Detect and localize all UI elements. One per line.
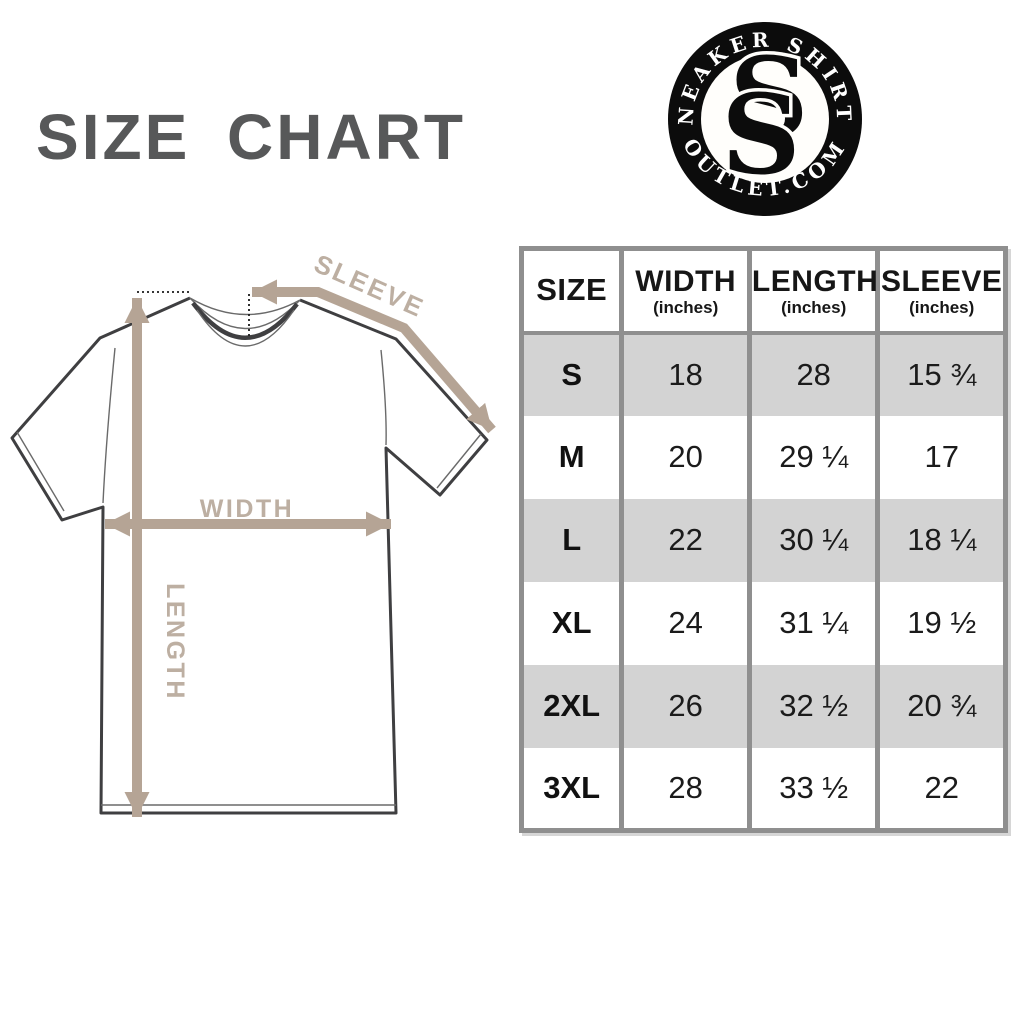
size-row-2xl: 2XL 26 32 ½ 20 ¾ (521, 664, 1006, 748)
header-length: LENGTH (inches) (746, 248, 878, 335)
size-row-xl: XL 24 31 ¼ 19 ½ (522, 581, 1006, 665)
length-value: 32 ½ (746, 664, 878, 748)
page-title: SIZE CHART (36, 101, 466, 173)
header-width: WIDTH (inches) (619, 248, 750, 335)
width-value: 28 (619, 747, 750, 831)
header-size: SIZE (521, 248, 622, 335)
size-row-l: L 22 30 ¼ 18 ¼ (521, 498, 1006, 582)
logo-monogram-s-top: S (729, 33, 808, 162)
width-value: 26 (619, 664, 750, 748)
sleeve-value: 20 ¾ (875, 664, 1006, 748)
length-value: 31 ¼ (746, 581, 878, 665)
size-table: SIZE WIDTH (inches) LENGTH (inches) SLEE… (519, 246, 1008, 833)
length-value: 28 (746, 332, 878, 416)
width-value: 24 (619, 581, 750, 665)
width-value: 22 (619, 498, 750, 582)
tshirt-diagram: WIDTH LENGTH SLEEVE (10, 248, 496, 817)
length-value: 30 ¼ (746, 498, 878, 582)
size-value: XL (551, 605, 592, 640)
size-value: L (521, 498, 622, 582)
size-value: M (558, 439, 585, 474)
left-body-seam (102, 347, 116, 504)
width-label: WIDTH (200, 495, 294, 523)
sleeve-arrow (252, 279, 496, 434)
sleeve-value: 18 ¼ (875, 498, 1006, 582)
right-cuff-seam (436, 433, 482, 489)
width-value: 18 (619, 332, 750, 416)
length-value: 33 ½ (746, 747, 878, 831)
length-value: 29 ¼ (746, 415, 878, 499)
brand-logo: SNEAKER SHIRTS OUTLET.COM S S (662, 16, 862, 216)
size-value: 3XL (543, 769, 601, 805)
width-value: 20 (619, 415, 750, 499)
header-sleeve: SLEEVE (inches) (875, 248, 1006, 335)
sleeve-value: 17 (875, 415, 1006, 499)
size-table-header-row: SIZE WIDTH (inches) LENGTH (inches) SLEE… (521, 248, 1006, 335)
logo-monogram-s-bottom: S (721, 70, 800, 199)
logo-inner-circle (701, 55, 829, 183)
sleeve-value: 22 (875, 747, 1006, 831)
size-value: 2XL (521, 664, 622, 748)
sleeve-value: 15 ¾ (875, 332, 1006, 416)
size-value: S (521, 332, 622, 416)
size-row-3xl: 3XL 28 33 ½ 22 (522, 747, 1006, 831)
left-cuff-seam (16, 431, 65, 512)
sleeve-value: 19 ½ (875, 581, 1006, 665)
size-row-s: S 18 28 15 ¾ (521, 332, 1006, 416)
length-label: LENGTH (161, 583, 189, 701)
size-row-m: M 20 29 ¼ 17 (522, 415, 1006, 499)
tshirt-outline (10, 296, 489, 815)
